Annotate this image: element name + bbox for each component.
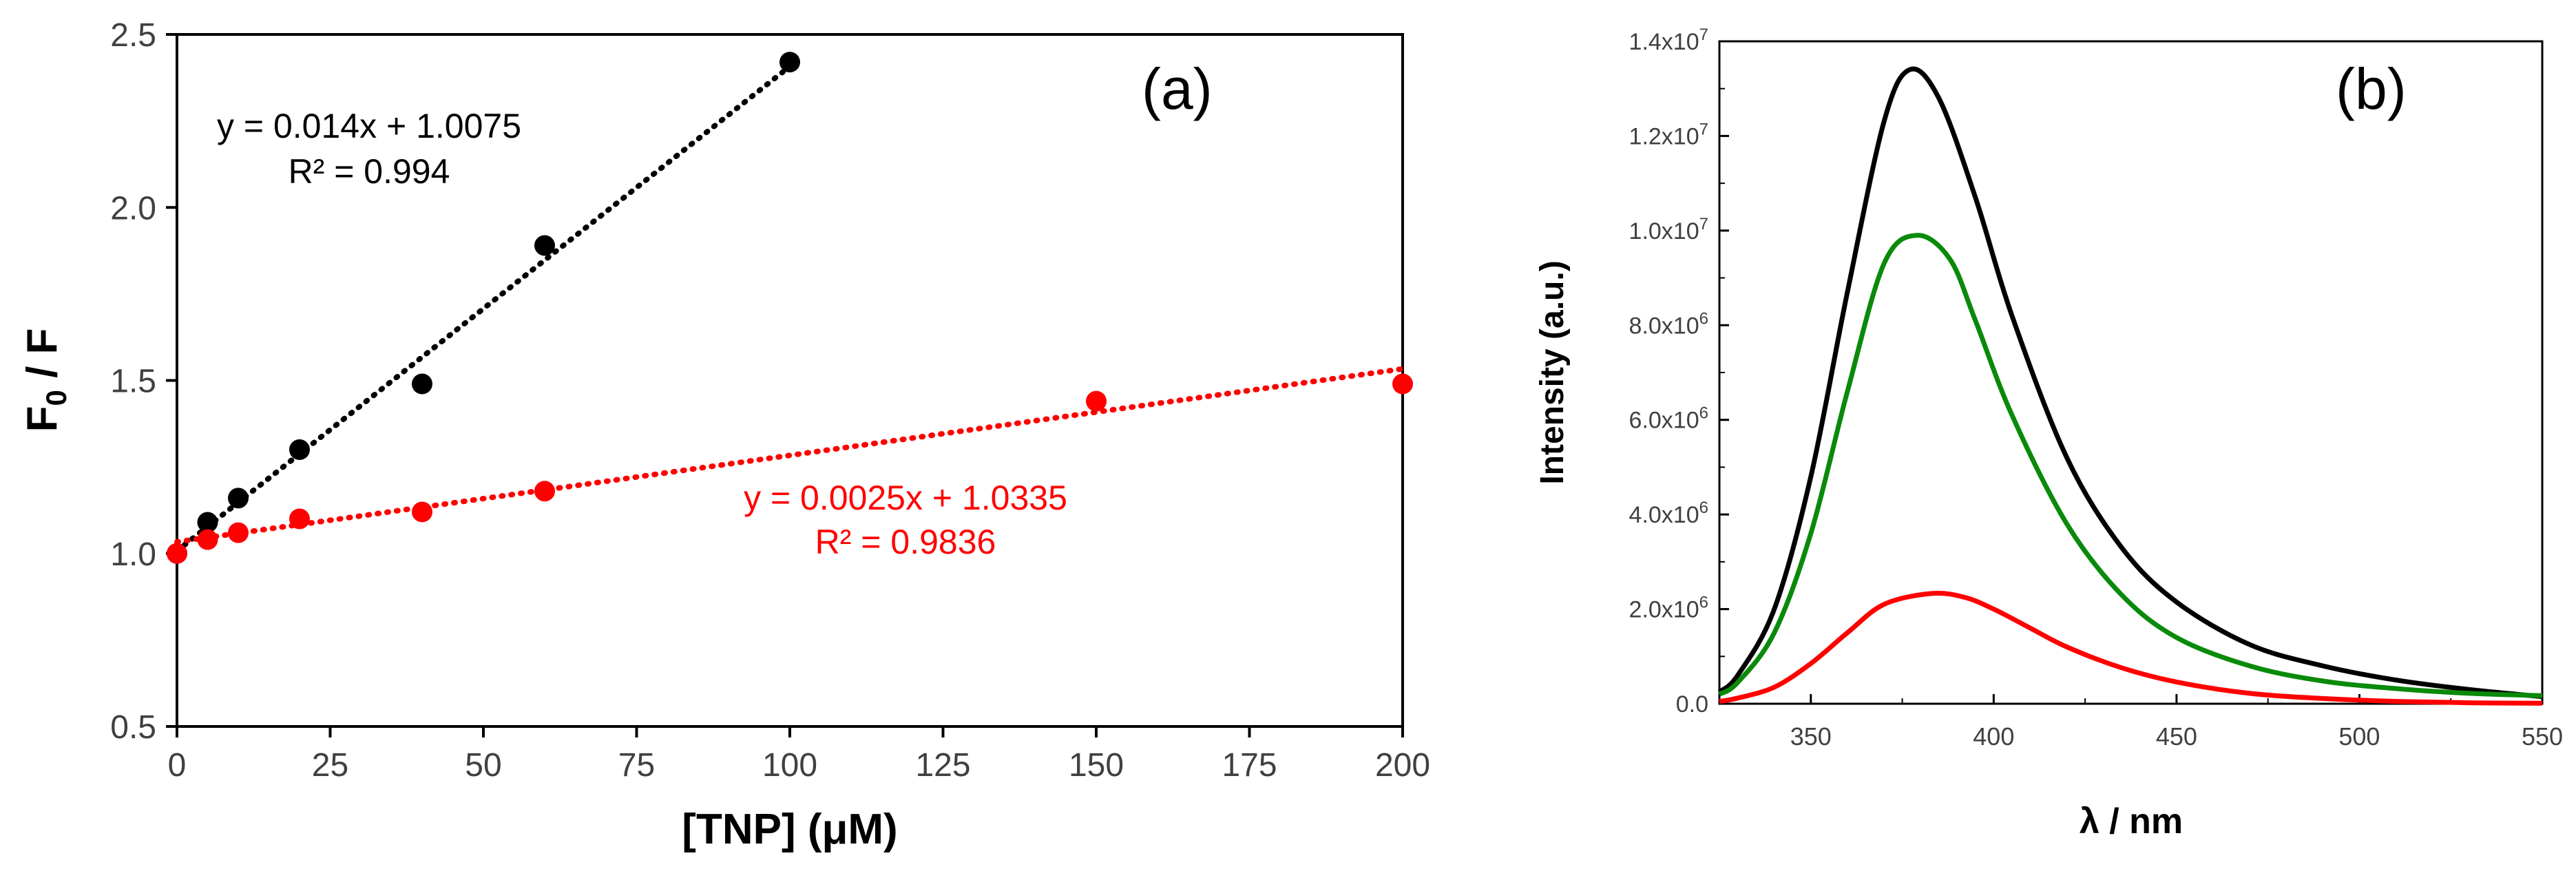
x-tick-label: 175	[1222, 747, 1277, 784]
y-tick-label: 8.0x106	[1629, 309, 1708, 339]
y-tick-label: 2.0x106	[1629, 594, 1708, 623]
y-tick-label: 0.5	[110, 709, 156, 746]
black-fit-r2: R² = 0.994	[289, 152, 450, 191]
x-tick-label: 50	[465, 747, 501, 784]
green-spectrum-line	[1718, 233, 2543, 698]
x-tick-label: 0	[168, 747, 187, 784]
panel-a-y-axis-title: F0 / F	[19, 328, 72, 432]
panel-a-data-points	[167, 52, 1413, 564]
red-fit-equation: y = 0.0025x + 1.0335	[744, 479, 1067, 517]
panel-b-x-axis-title: λ / nm	[2080, 802, 2183, 841]
y-tick-label: 6.0x106	[1629, 404, 1708, 434]
y-tick-label: 1.5	[110, 364, 156, 400]
red-data-point	[534, 481, 555, 502]
x-tick-label: 200	[1375, 747, 1430, 784]
y-tick-label: 2.0	[110, 190, 156, 227]
x-tick-label: 125	[915, 747, 970, 784]
panel-a-x-axis-title: [TNP] (μM)	[682, 806, 897, 853]
y-tick-label: 4.0x106	[1629, 499, 1708, 528]
panel-a-axis-ticks: 0 25 50 75 100 125 150 175 200 0.5 1.0 1.5 2.0 2.5	[110, 17, 1430, 784]
y-tick-label: 0.0	[1676, 691, 1708, 718]
panel-b: 350 400 450 500 550 0.0 2.0x106 4.0x106 6.0x106 8…	[1534, 25, 2563, 841]
y-tick-label: 1.0x107	[1629, 215, 1708, 244]
red-spectrum-line	[1719, 590, 2543, 706]
red-data-point	[1086, 390, 1107, 412]
panel-a-trendlines	[174, 63, 1405, 554]
x-tick-label: 100	[762, 747, 817, 784]
y-title-rest: / F	[19, 328, 66, 390]
panel-a: 0 25 50 75 100 125 150 175 200 0.5 1.0 1.5 2.0 2.5 (a…	[19, 17, 1430, 853]
y-tick-label: 1.2x107	[1629, 120, 1708, 149]
red-data-point	[1392, 373, 1413, 395]
black-data-point	[228, 488, 249, 509]
red-data-point	[412, 501, 432, 523]
black-data-point	[197, 512, 218, 533]
panel-b-label: (b)	[2336, 56, 2407, 121]
x-tick-label: 350	[1790, 722, 1832, 751]
y-title-subscript: 0	[40, 390, 72, 406]
x-tick-label: 75	[618, 747, 655, 784]
red-data-point	[167, 543, 187, 564]
red-data-point	[228, 522, 249, 543]
y-tick-label: 1.4x107	[1629, 25, 1708, 55]
x-tick-label: 25	[312, 747, 348, 784]
black-data-point	[289, 439, 310, 460]
red-data-point	[289, 508, 310, 530]
x-tick-label: 500	[2338, 722, 2380, 751]
black-spectrum-line	[1717, 66, 2543, 700]
panel-a-label: (a)	[1142, 56, 1213, 121]
panel-b-y-axis-title: Intensity (a.u.)	[1534, 260, 1571, 484]
x-tick-label: 400	[1973, 722, 2014, 751]
y-title-main: F	[19, 406, 66, 432]
y-tick-label: 1.0	[110, 536, 156, 573]
x-tick-label: 450	[2156, 722, 2197, 751]
x-tick-label: 150	[1069, 747, 1124, 784]
black-fit-equation: y = 0.014x + 1.0075	[217, 107, 521, 145]
black-data-point	[534, 235, 555, 256]
black-data-point	[412, 373, 432, 395]
red-data-point	[197, 529, 218, 550]
y-tick-label: 2.5	[110, 17, 156, 54]
red-trendline	[174, 366, 1405, 545]
panel-b-axis-ticks: 350 400 450 500 550 0.0 2.0x106 4.0x106 6.0x106 8…	[1629, 25, 2563, 751]
panel-b-spectra	[1717, 66, 2543, 706]
x-tick-label: 550	[2522, 722, 2563, 751]
red-fit-r2: R² = 0.9836	[815, 523, 996, 561]
black-data-point	[779, 52, 800, 73]
